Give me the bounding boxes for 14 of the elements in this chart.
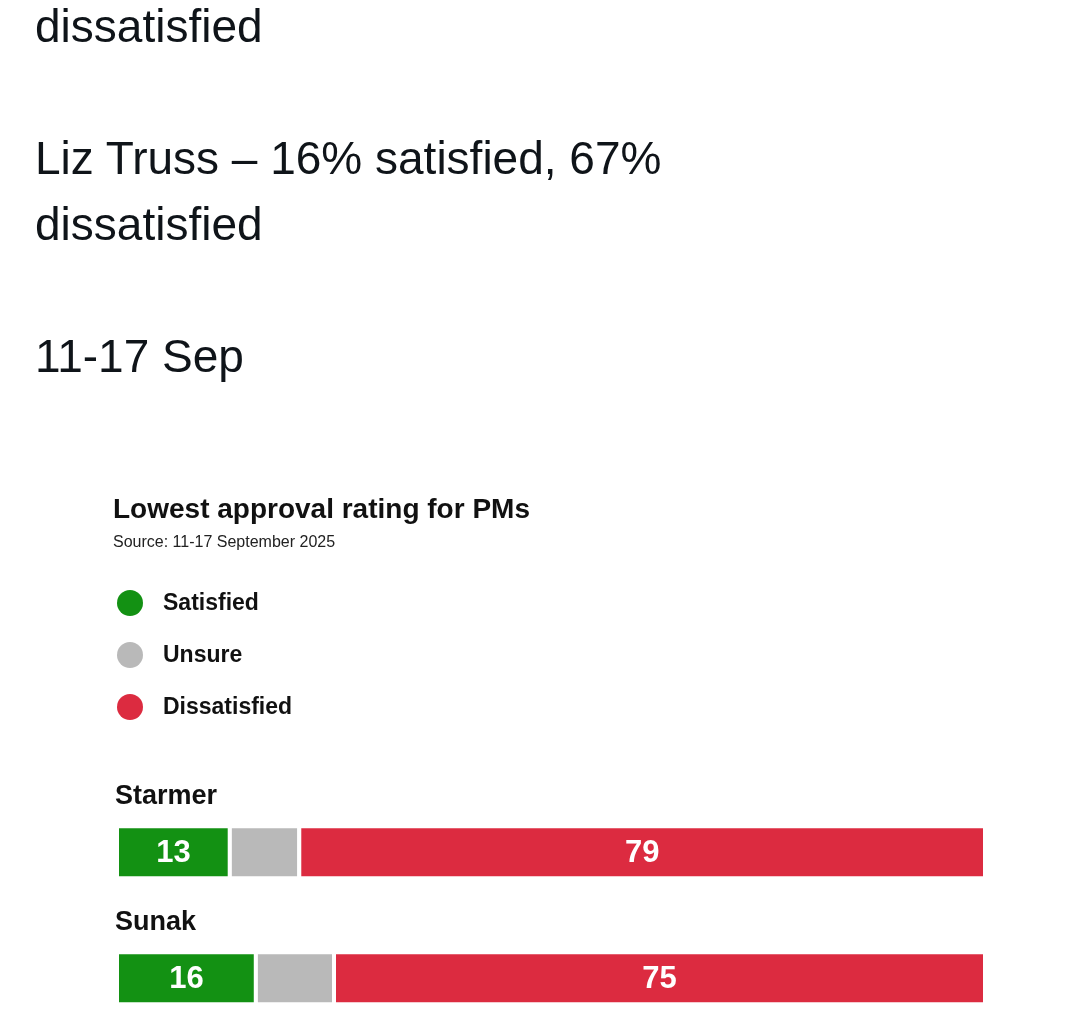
text: dissatisfied	[35, 0, 263, 52]
chart-title: Lowest approval rating for PMs	[113, 493, 530, 524]
legend-label: Satisfied	[163, 589, 259, 615]
legend-label: Unsure	[163, 641, 243, 667]
data-label: 16	[169, 960, 204, 996]
y-tick-label: Starmer	[115, 780, 218, 811]
text: Liz Truss – 16% satisfied, 67% dissatisfied	[35, 132, 662, 250]
data-label: 75	[642, 960, 677, 996]
legend-label: Dissatisfied	[163, 693, 293, 719]
y-tick-label: Sunak	[115, 906, 198, 937]
chart-subtitle: Source: 11-17 September 2025	[113, 533, 336, 550]
data-label: 13	[156, 834, 191, 870]
data-label: 79	[624, 834, 660, 870]
text: 11-17 Sep	[35, 330, 244, 382]
